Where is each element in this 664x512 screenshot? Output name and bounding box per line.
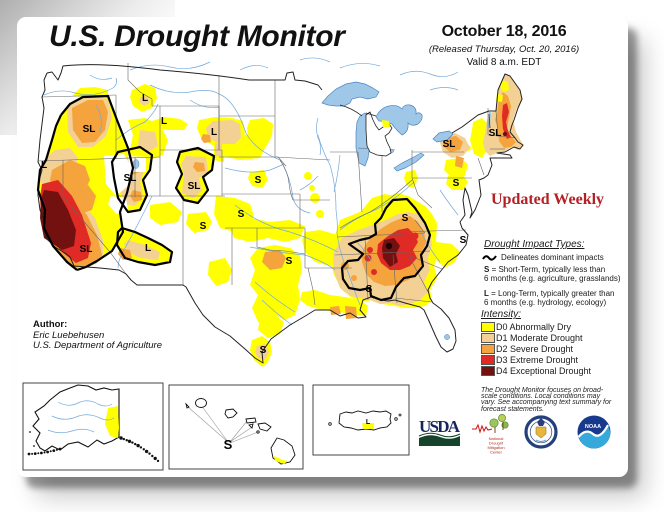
- svg-text:L: L: [211, 127, 217, 138]
- svg-text:S: S: [402, 213, 409, 224]
- svg-text:SL: SL: [443, 139, 456, 150]
- svg-text:L: L: [161, 116, 167, 127]
- svg-text:L: L: [366, 419, 371, 426]
- svg-text:Center: Center: [490, 450, 503, 455]
- svg-text:SL: SL: [83, 124, 96, 135]
- svg-text:L: L: [142, 93, 148, 104]
- svg-text:Drought: Drought: [489, 441, 504, 446]
- svg-text:L: L: [41, 160, 47, 171]
- svg-text:SL: SL: [188, 181, 201, 192]
- svg-text:SL: SL: [489, 128, 502, 139]
- svg-text:S: S: [238, 209, 245, 220]
- svg-text:USDA: USDA: [419, 417, 461, 436]
- svg-text:S: S: [260, 345, 267, 356]
- svg-text:NOAA: NOAA: [585, 424, 601, 430]
- svg-text:Mitigation: Mitigation: [487, 445, 504, 450]
- svg-text:S: S: [200, 221, 207, 232]
- svg-text:S: S: [453, 178, 460, 189]
- svg-text:L: L: [145, 243, 151, 254]
- svg-text:National: National: [489, 436, 504, 441]
- svg-text:SL: SL: [124, 173, 137, 184]
- svg-text:S: S: [366, 284, 373, 295]
- svg-text:S: S: [460, 235, 467, 246]
- svg-text:S: S: [286, 256, 293, 267]
- svg-text:SL: SL: [80, 244, 93, 255]
- svg-text:S: S: [224, 437, 233, 452]
- svg-text:S: S: [255, 175, 262, 186]
